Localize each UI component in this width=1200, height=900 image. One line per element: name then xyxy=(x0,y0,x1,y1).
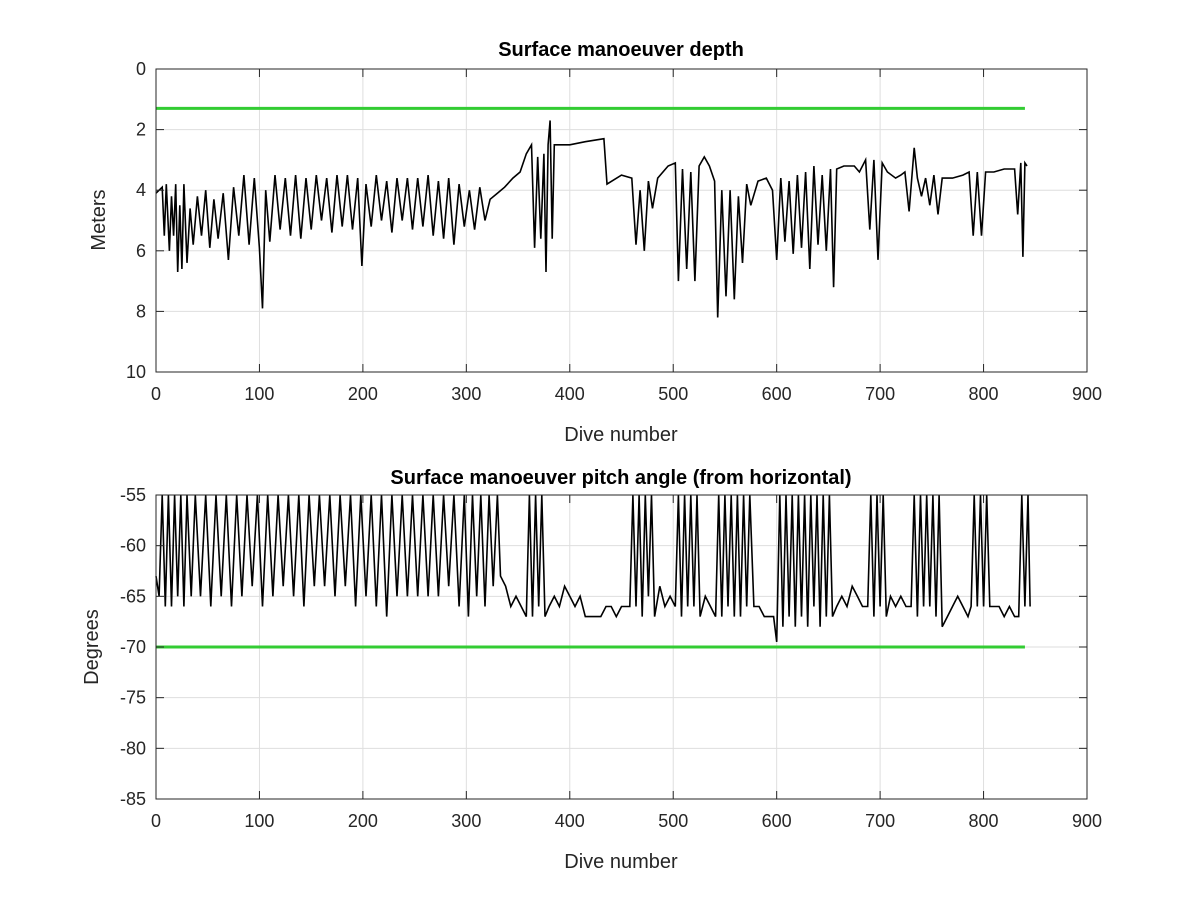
depth-x-tick-label: 400 xyxy=(555,384,585,404)
depth-y-tick-label: 8 xyxy=(136,301,146,321)
depth-axis-box xyxy=(155,68,1088,373)
depth-grid xyxy=(155,68,1088,373)
depth-x-tick-label: 0 xyxy=(151,384,161,404)
pitch-x-tick-label: 200 xyxy=(348,811,378,831)
pitch-x-tick-label: 400 xyxy=(555,811,585,831)
depth-y-tick-label: 4 xyxy=(136,180,146,200)
depth-chart: 0 100 200 300 400 500 600 700 800 900 0 2 4 6 8 10 Sur… xyxy=(88,39,1102,446)
depth-y-tick-label: 2 xyxy=(136,120,146,140)
depth-x-tick-label: 600 xyxy=(762,384,792,404)
pitch-chart: 0 100 200 300 400 500 600 700 800 900 -55 -60 -65 -7… xyxy=(81,467,1102,873)
depth-series-layer xyxy=(155,120,1028,318)
depth-y-tick-label: 10 xyxy=(126,362,146,382)
pitch-series-line xyxy=(155,494,1031,642)
pitch-x-tick-label: 300 xyxy=(451,811,481,831)
pitch-y-tick-label: -55 xyxy=(120,485,146,505)
depth-x-tick-label: 100 xyxy=(244,384,274,404)
pitch-y-axis-label: Degrees xyxy=(81,609,103,685)
depth-x-tick-labels: 0 100 200 300 400 500 600 700 800 900 xyxy=(151,384,1102,404)
pitch-x-tick-label: 0 xyxy=(151,811,161,831)
depth-y-tick-label: 0 xyxy=(136,59,146,79)
depth-x-tick-label: 700 xyxy=(865,384,895,404)
pitch-series-layer xyxy=(155,494,1031,642)
depth-x-tick-label: 200 xyxy=(348,384,378,404)
pitch-y-tick-label: -60 xyxy=(120,536,146,556)
pitch-x-tick-label: 900 xyxy=(1072,811,1102,831)
pitch-x-tick-label: 800 xyxy=(969,811,999,831)
pitch-x-axis-label: Dive number xyxy=(564,851,678,873)
pitch-x-tick-label: 600 xyxy=(762,811,792,831)
depth-y-axis-label: Meters xyxy=(88,189,110,250)
pitch-x-tick-labels: 0 100 200 300 400 500 600 700 800 900 xyxy=(151,811,1102,831)
depth-x-tick-label: 800 xyxy=(969,384,999,404)
pitch-y-tick-labels: -55 -60 -65 -70 -75 -80 -85 xyxy=(120,485,146,809)
pitch-y-tick-label: -65 xyxy=(120,586,146,606)
pitch-y-tick-label: -85 xyxy=(120,789,146,809)
pitch-x-tick-label: 700 xyxy=(865,811,895,831)
pitch-chart-title: Surface manoeuver pitch angle (from hori… xyxy=(390,467,851,489)
depth-chart-title: Surface manoeuver depth xyxy=(498,39,744,61)
depth-x-tick-label: 500 xyxy=(658,384,688,404)
depth-tick-marks xyxy=(155,68,1088,373)
pitch-y-tick-label: -75 xyxy=(120,688,146,708)
depth-x-tick-label: 900 xyxy=(1072,384,1102,404)
depth-series-line xyxy=(155,120,1028,318)
pitch-tick-marks xyxy=(155,494,1088,800)
pitch-y-tick-label: -70 xyxy=(120,637,146,657)
depth-y-tick-labels: 0 2 4 6 8 10 xyxy=(126,59,146,382)
depth-y-tick-label: 6 xyxy=(136,241,146,261)
depth-x-tick-label: 300 xyxy=(451,384,481,404)
pitch-x-tick-label: 500 xyxy=(658,811,688,831)
depth-x-axis-label: Dive number xyxy=(564,424,678,446)
pitch-y-tick-label: -80 xyxy=(120,738,146,758)
pitch-x-tick-label: 100 xyxy=(244,811,274,831)
